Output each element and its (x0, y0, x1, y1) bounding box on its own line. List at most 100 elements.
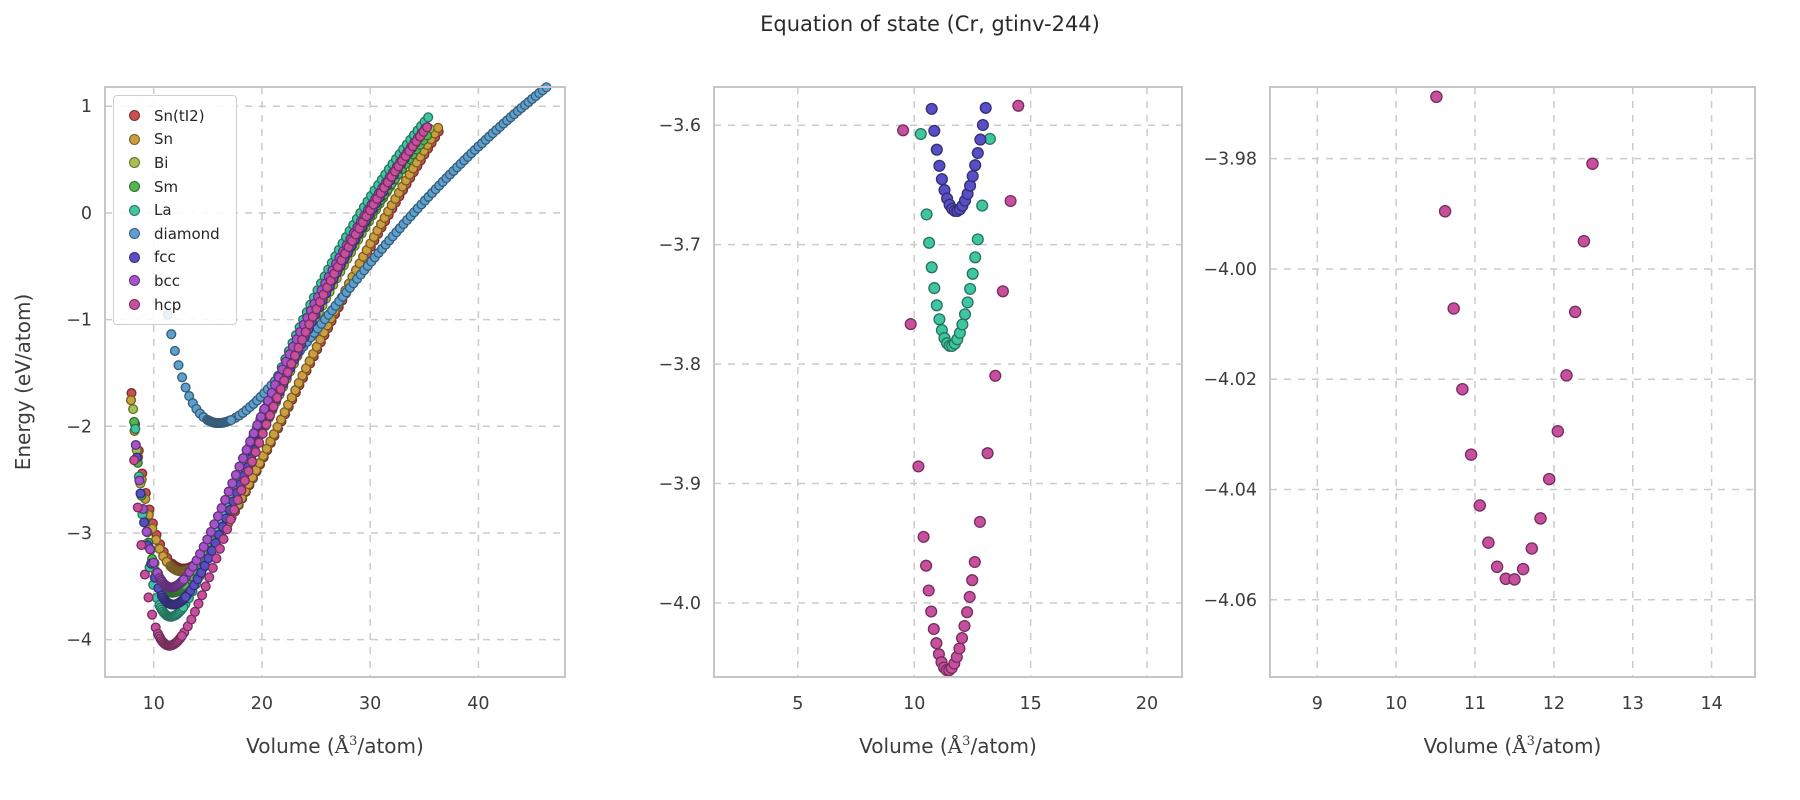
y-tick-label: −1 (66, 311, 92, 331)
data-point (1508, 573, 1521, 586)
data-point (136, 540, 147, 551)
x-tick-label: 13 (1622, 694, 1644, 714)
data-point (211, 553, 222, 564)
data-point (1577, 234, 1591, 248)
legend-item-Sn: Sn (125, 128, 220, 152)
data-point (223, 486, 234, 497)
data-point (135, 488, 146, 499)
data-point (189, 606, 200, 617)
data-point (218, 534, 229, 545)
x-axis-label: Volume (Å3/atom) (859, 733, 1037, 758)
data-point (286, 358, 297, 369)
data-point (1012, 99, 1025, 112)
data-point (232, 494, 243, 506)
data-point (923, 236, 936, 249)
data-point (925, 605, 938, 618)
data-point (204, 572, 215, 583)
data-point (966, 267, 979, 280)
data-point (282, 367, 293, 378)
data-point (964, 282, 977, 295)
legend-label: Sm (154, 177, 179, 196)
y-tick-label: −4.00 (1203, 260, 1257, 280)
data-point (125, 395, 137, 406)
data-point (166, 329, 177, 340)
series-points-hcp (1430, 90, 1599, 586)
legend-label: Bi (154, 153, 169, 172)
legend-item-La: La (125, 198, 220, 222)
data-point (930, 143, 943, 156)
data-point (248, 428, 259, 439)
y-tick-label: −4.0 (659, 594, 702, 614)
data-point (973, 515, 986, 528)
x-tick-label: 10 (1385, 694, 1407, 714)
y-tick-label: 0 (81, 204, 92, 224)
data-point (1456, 382, 1469, 396)
data-points (897, 99, 1025, 677)
data-point (180, 382, 191, 393)
data-points (1430, 90, 1599, 586)
x-tick-label: 5 (792, 694, 803, 714)
data-point (134, 475, 145, 486)
data-point (920, 559, 933, 572)
data-point (917, 530, 930, 543)
y-tick-label: −4.04 (1203, 481, 1257, 501)
x-tick-label: 40 (467, 694, 489, 714)
legend-item-Sn(tI2): Sn(tI2) (125, 104, 220, 128)
data-point (173, 360, 184, 371)
tick-labels: 9 10 11 12 13 14 −3.98 −4.00 −4.02 −4.04 −4.06 (1203, 150, 1722, 714)
data-point (177, 372, 188, 383)
series-points-fcc (925, 101, 992, 218)
data-point (433, 122, 444, 133)
legend-marker-icon (129, 299, 140, 311)
data-point (139, 517, 150, 528)
legend-label: fcc (154, 248, 176, 267)
data-point (961, 606, 974, 619)
legend-item-Sm: Sm (125, 175, 220, 199)
data-point (956, 318, 969, 331)
data-point (207, 562, 218, 573)
x-tick-label: 11 (1464, 694, 1486, 714)
gridlines (714, 87, 1182, 677)
panel-zoom-hcp: 9 10 11 12 13 14 −3.98 −4.00 −4.02 −4.04 −4.06 Volu… (1203, 86, 1756, 758)
y-tick-label: −3 (66, 524, 92, 544)
data-point (272, 392, 283, 403)
data-point (225, 514, 236, 525)
legend-marker-icon (129, 228, 140, 240)
data-point (897, 124, 910, 137)
data-point (257, 428, 268, 439)
data-point (229, 504, 240, 515)
data-point (955, 632, 969, 645)
data-point (1542, 472, 1556, 486)
data-point (139, 569, 150, 580)
data-point (1482, 536, 1495, 549)
axes-spines (713, 86, 1183, 678)
data-point (245, 436, 256, 447)
y-tick-label: −3.7 (659, 236, 702, 256)
data-point (1568, 305, 1582, 319)
data-point (169, 345, 180, 356)
data-point (1551, 425, 1565, 438)
data-point (925, 102, 938, 115)
series-points-La (914, 127, 996, 352)
data-point (1473, 499, 1487, 512)
y-tick-label: −3.6 (659, 116, 702, 136)
legend-label: Sn(tI2) (154, 106, 205, 125)
data-point (141, 526, 152, 537)
data-point (261, 419, 272, 430)
data-point (130, 439, 141, 451)
data-point (935, 173, 948, 186)
x-axis-label: Volume (Å3/atom) (1424, 733, 1602, 758)
data-point (1447, 302, 1460, 315)
data-point (237, 453, 249, 464)
legend-marker-icon (129, 157, 140, 169)
chart-title: Equation of state (Cr, gtinv-244) (760, 12, 1100, 36)
x-tick-label: 10 (903, 694, 925, 714)
legend-marker-icon (129, 110, 140, 122)
x-tick-label: 9 (1312, 694, 1323, 714)
x-tick-label: 14 (1700, 694, 1722, 714)
data-point (1586, 157, 1599, 170)
data-point (969, 251, 982, 264)
